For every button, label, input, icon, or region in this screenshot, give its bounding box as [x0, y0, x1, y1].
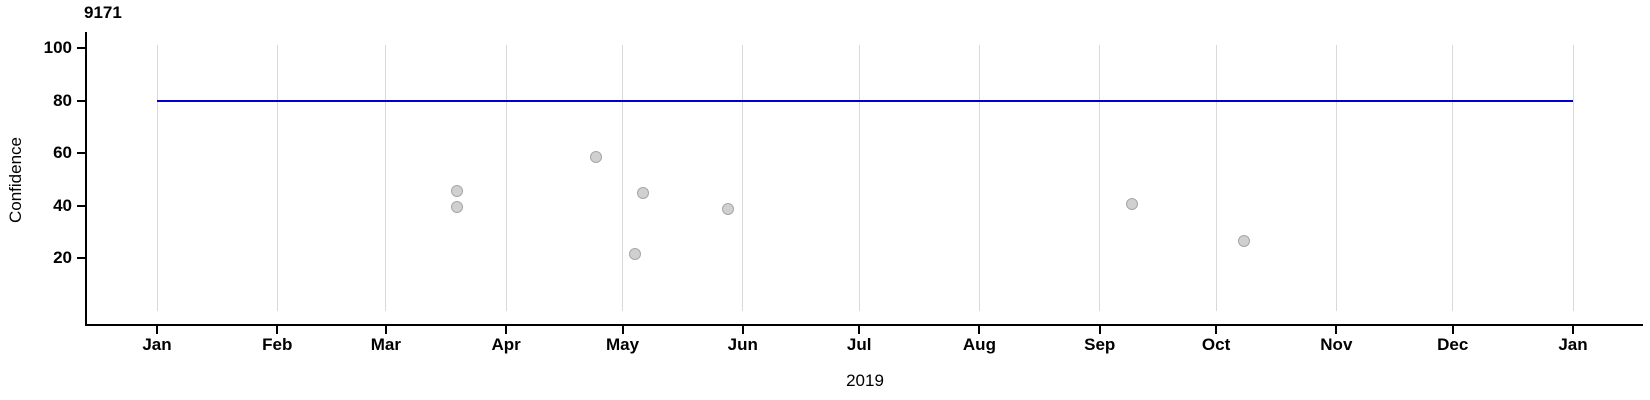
y-tick-label-100: 100 [43, 38, 72, 57]
x-tick-jul [858, 326, 861, 334]
x-tick-label-nov: Nov [1320, 335, 1353, 354]
x-tick-mar [384, 326, 387, 334]
x-tick-label-apr: Apr [491, 335, 521, 354]
data-point [1238, 234, 1251, 247]
x-tick-label-may: May [605, 335, 640, 354]
y-tick-20 [77, 257, 85, 259]
x-tick-label-mar: Mar [370, 335, 401, 354]
y-axis-line [85, 32, 87, 326]
data-point [1125, 197, 1138, 210]
grid-line-may [622, 45, 624, 311]
grid-line-dec [1452, 45, 1454, 311]
x-tick-jun [741, 326, 744, 334]
y-tick-label-60: 60 [53, 143, 72, 162]
data-point [450, 200, 463, 213]
grid-line-jan [156, 45, 158, 311]
x-tick-nov [1335, 326, 1338, 334]
y-tick-label-80: 80 [53, 90, 72, 110]
x-tick-label-jul: Jul [846, 335, 872, 354]
y-tick-100 [77, 47, 85, 49]
y-tick-60 [77, 152, 85, 154]
x-tick-label-feb: Feb [262, 335, 293, 354]
grid-line-nov [1335, 45, 1337, 311]
grid-line-jul [858, 45, 860, 311]
grid-line-oct [1215, 45, 1217, 311]
x-tick-label-dec: Dec [1437, 335, 1469, 354]
grid-line-jan [1572, 45, 1574, 311]
x-tick-may [621, 326, 624, 334]
x-tick-apr [505, 326, 508, 334]
y-tick-label-20: 20 [53, 248, 72, 267]
y-tick-label-40: 40 [53, 195, 72, 215]
x-tick-label-jun: Jun [727, 335, 758, 354]
data-point [722, 203, 735, 216]
grid-line-sep [1099, 45, 1101, 311]
reference-line [157, 99, 1573, 102]
x-tick-aug [978, 326, 981, 334]
grid-line-mar [385, 45, 387, 311]
grid-line-jun [742, 45, 744, 311]
x-tick-sep [1098, 326, 1101, 334]
x-axis-label: 2019 [846, 371, 884, 390]
grid-line-feb [276, 45, 278, 311]
data-point [636, 187, 649, 200]
x-tick-label-sep: Sep [1084, 335, 1116, 354]
x-tick-feb [276, 326, 279, 334]
x-tick-oct [1215, 326, 1218, 334]
x-tick-dec [1451, 326, 1454, 334]
data-point [629, 247, 642, 260]
data-point [450, 184, 463, 197]
x-tick-jan [1572, 326, 1574, 334]
chart-title: 9171 [84, 3, 122, 22]
x-axis-line [85, 324, 1643, 326]
data-point [590, 150, 603, 163]
y-tick-80 [77, 99, 85, 102]
x-tick-label-jan: Jan [1558, 335, 1588, 354]
y-tick-40 [77, 204, 85, 207]
x-tick-label-oct: Oct [1201, 335, 1231, 354]
grid-line-apr [505, 45, 507, 311]
x-tick-jan [156, 326, 158, 334]
x-tick-label-jan: Jan [142, 335, 172, 354]
grid-line-aug [978, 45, 980, 311]
x-tick-label-aug: Aug [962, 335, 996, 354]
